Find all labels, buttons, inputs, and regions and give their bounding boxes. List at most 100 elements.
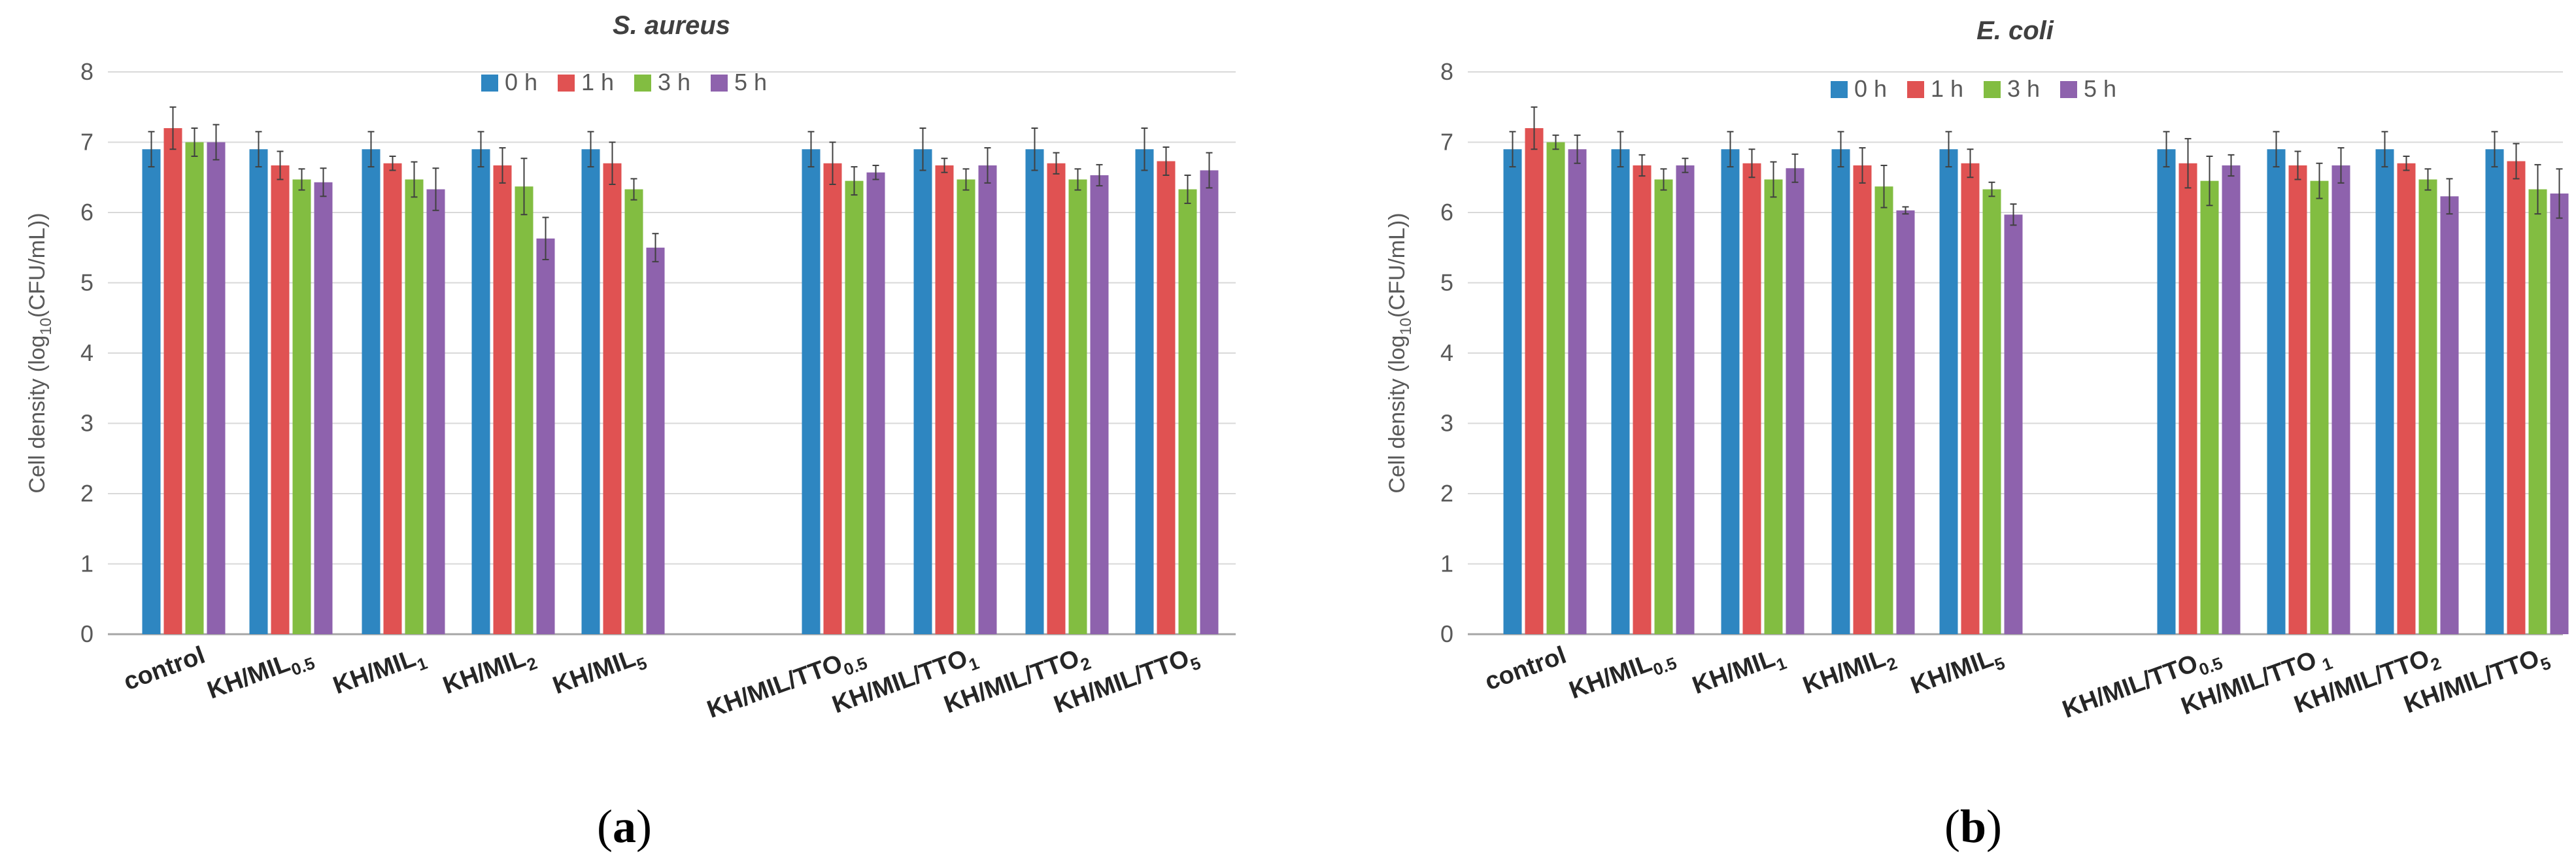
y-tick-label: 2 <box>80 480 93 507</box>
bar-0h <box>362 149 381 634</box>
bar-1h <box>1525 128 1544 634</box>
bar-5h <box>314 182 333 634</box>
y-tick-label: 5 <box>1440 269 1453 296</box>
bar-0h <box>1503 149 1522 634</box>
bar-0h <box>471 149 490 634</box>
bar-5h <box>1676 165 1695 635</box>
legend: 0 h 1 h 3 h 5 h <box>1831 75 2116 102</box>
bar-0h <box>802 149 821 634</box>
legend-label: 5 h <box>734 69 767 95</box>
legend-label: 1 h <box>1931 75 1963 102</box>
bar-0h <box>249 149 268 634</box>
legend-swatch <box>711 75 728 92</box>
legend-label: 0 h <box>1854 75 1887 102</box>
chart-title: S. aureus <box>613 11 730 40</box>
bar-1h <box>1633 165 1652 635</box>
bar-3h <box>1654 179 1673 635</box>
y-tick-label: 1 <box>1440 551 1453 577</box>
bar-1h <box>603 163 622 634</box>
bar-5h <box>536 238 555 634</box>
bar-1h <box>1742 163 1761 634</box>
bar-5h <box>646 247 665 634</box>
legend-swatch <box>1907 81 1924 98</box>
bar-0h <box>1611 149 1630 634</box>
bar-3h <box>515 186 534 635</box>
bar-3h <box>1546 142 1565 634</box>
y-tick-label: 0 <box>1440 620 1453 647</box>
bar-5h <box>426 189 445 634</box>
bar-1h <box>2178 163 2197 634</box>
chart-e-coli: 0 1 2 3 4 5 6 7 8 E. coli Cell density (log10(CFU/… <box>1385 16 2569 724</box>
bar-3h <box>185 142 204 634</box>
y-tick-label: 3 <box>1440 410 1453 437</box>
bar-0h <box>581 149 600 634</box>
y-tick-label: 4 <box>1440 339 1453 366</box>
bar-1h <box>1047 163 1066 634</box>
y-tick-label: 2 <box>1440 480 1453 507</box>
y-tick-label: 3 <box>80 410 93 437</box>
bar-5h <box>207 142 226 634</box>
bar-5h <box>2550 193 2569 635</box>
bar-0h <box>2485 149 2504 634</box>
chart-title: E. coli <box>1976 16 2054 45</box>
bar-0h <box>1135 149 1154 634</box>
legend-swatch <box>634 75 651 92</box>
y-axis-label: Cell density (log10(CFU/mL)) <box>25 212 55 493</box>
bar-5h <box>2440 196 2459 634</box>
bar-5h <box>1568 149 1587 634</box>
bar-3h <box>1982 189 2001 634</box>
bar-3h <box>624 189 643 634</box>
bar-5h <box>2222 165 2241 635</box>
bar-5h <box>2004 214 2023 635</box>
bar-1h <box>2507 161 2526 634</box>
bar-5h <box>978 165 997 635</box>
legend-swatch <box>1984 81 2001 98</box>
y-tick-label: 8 <box>1440 58 1453 85</box>
bar-3h <box>1874 186 1893 635</box>
y-axis-label: Cell density (log10(CFU/mL)) <box>1385 212 1415 493</box>
bar-0h <box>1025 149 1044 634</box>
legend-swatch <box>1831 81 1848 98</box>
bar-1h <box>935 165 954 635</box>
bar-1h <box>2397 163 2416 634</box>
y-tick-label: 7 <box>80 129 93 156</box>
bar-1h <box>493 165 512 635</box>
bar-5h <box>2331 165 2350 635</box>
y-tick-label: 7 <box>1440 129 1453 156</box>
bar-1h <box>1157 161 1176 634</box>
panel-label-a: (a) <box>597 800 652 853</box>
bar-1h <box>1961 163 1980 634</box>
legend: 0 h 1 h 3 h 5 h <box>481 69 767 95</box>
bar-0h <box>2375 149 2394 634</box>
bar-0h <box>1721 149 1740 634</box>
legend-label: 0 h <box>505 69 537 95</box>
legend-label: 1 h <box>581 69 614 95</box>
bar-5h <box>1786 168 1805 634</box>
bar-5h <box>1200 170 1219 634</box>
bar-3h <box>2418 179 2437 635</box>
bar-1h <box>271 165 290 635</box>
bar-0h <box>142 149 161 634</box>
bar-3h <box>2528 189 2547 634</box>
y-tick-label: 6 <box>80 199 93 226</box>
legend-label: 5 h <box>2084 75 2116 102</box>
bar-3h <box>405 179 424 635</box>
bar-5h <box>1090 175 1109 634</box>
y-tick-label: 1 <box>80 551 93 577</box>
bar-3h <box>2200 180 2219 634</box>
y-tick-label: 4 <box>80 339 93 366</box>
legend-label: 3 h <box>658 69 690 95</box>
legend-swatch <box>481 75 498 92</box>
bar-5h <box>866 172 885 635</box>
bar-5h <box>1896 210 1915 634</box>
bar-3h <box>292 179 311 635</box>
bar-3h <box>1068 179 1087 635</box>
bar-3h <box>957 179 975 635</box>
bar-0h <box>1831 149 1850 634</box>
bar-3h <box>1764 179 1783 635</box>
bar-0h <box>2157 149 2176 634</box>
bar-1h <box>1853 165 1872 635</box>
bar-0h <box>1939 149 1958 634</box>
panel-label-b: (b) <box>1944 800 2002 853</box>
